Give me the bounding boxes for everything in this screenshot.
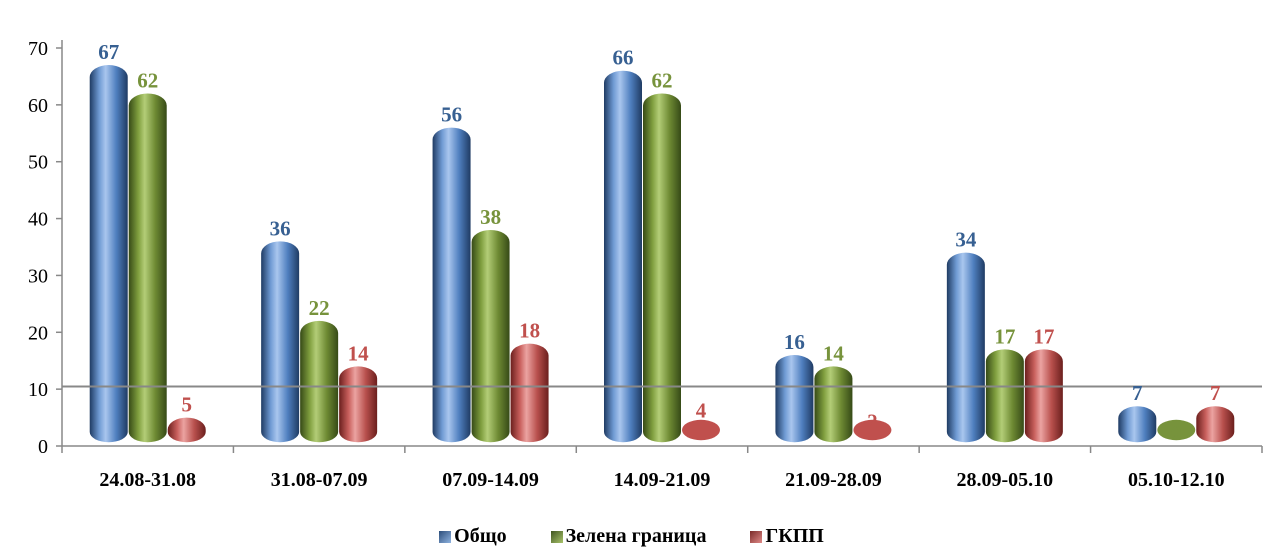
bar-body: [643, 93, 681, 443]
data-label: 14: [348, 341, 370, 365]
data-label: 4: [696, 398, 707, 422]
bar: [510, 343, 549, 443]
bar-body: [682, 419, 720, 441]
bar-body: [510, 343, 549, 443]
y-tick-label: 40: [28, 209, 48, 231]
bar: [985, 349, 1024, 443]
legend-label-checkpoint: ГКПП: [765, 524, 824, 547]
data-label: 2: [867, 410, 878, 434]
data-label: 22: [309, 296, 330, 320]
bar-body: [1157, 419, 1196, 441]
y-tick-label: 30: [28, 265, 48, 287]
bar: [261, 241, 300, 443]
bar: [432, 127, 471, 443]
bar-body: [432, 127, 471, 443]
bar: [339, 366, 378, 443]
bar: [682, 419, 720, 441]
data-label: 0: [1171, 421, 1182, 445]
data-labels: 67 62 5 36 22 14 56 38 18 66 62 4 16 14 2 34 17 17 7 0 7: [98, 40, 1220, 445]
bar-body: [261, 241, 300, 443]
bar: [167, 417, 206, 443]
y-tick-label: 10: [28, 379, 48, 401]
data-label: 38: [480, 205, 501, 229]
y-tick-label: 20: [28, 322, 48, 344]
bar-body: [300, 320, 339, 443]
x-tick-label: 07.09-14.09: [442, 469, 539, 491]
data-label: 34: [955, 228, 977, 252]
x-tick-label: 21.09-28.09: [785, 469, 882, 491]
bar: [471, 229, 510, 443]
x-tick-label: 14.09-21.09: [614, 469, 711, 491]
y-tick-label: 60: [28, 95, 48, 117]
bar-body: [1196, 406, 1235, 443]
bar-body: [471, 229, 510, 443]
bar: [89, 65, 128, 443]
data-label: 66: [613, 46, 634, 70]
data-label: 62: [652, 68, 673, 92]
legend-label-green-border: Зелена граница: [565, 524, 707, 547]
bar: [853, 419, 892, 441]
y-tick-label: 70: [28, 38, 48, 60]
bar: [946, 252, 985, 443]
bar-body: [814, 366, 853, 443]
data-label: 56: [441, 103, 462, 127]
legend-item-checkpoint: ГКПП: [750, 524, 824, 548]
data-label: 62: [137, 68, 158, 92]
x-axis: 24.08-31.08 31.08-07.09 07.09-14.09 14.09-2…: [61, 445, 1263, 491]
y-tick-label: 0: [38, 436, 48, 458]
legend: Общо Зелена граница ГКПП: [0, 524, 1263, 548]
bar: [1196, 406, 1235, 443]
x-tick-label: 28.09-05.10: [957, 469, 1054, 491]
bar-body: [1024, 349, 1063, 443]
y-tick-label: 50: [28, 152, 48, 174]
legend-item-total: Общо: [439, 524, 507, 548]
x-tick-label: 05.10-12.10: [1128, 469, 1225, 491]
bar-body: [128, 93, 167, 443]
bar-body: [339, 366, 378, 443]
data-label: 5: [181, 393, 192, 417]
data-label: 14: [823, 341, 845, 365]
bar-body: [89, 65, 128, 443]
bar-body: [1118, 406, 1157, 443]
bar: [775, 355, 814, 443]
data-label: 16: [784, 330, 805, 354]
bar: [300, 320, 339, 443]
legend-swatch-green-border: [550, 531, 563, 543]
bar-body: [946, 252, 985, 443]
data-label: 7: [1132, 381, 1143, 405]
bar-body: [775, 355, 814, 443]
legend-swatch-checkpoint: [750, 531, 763, 543]
data-label: 18: [519, 319, 540, 343]
bar: [643, 93, 681, 443]
bar: [128, 93, 167, 443]
bar: [1118, 406, 1157, 443]
data-label: 67: [98, 40, 119, 64]
legend-swatch-total: [439, 531, 452, 543]
bar-body: [985, 349, 1024, 443]
data-label: 17: [1033, 324, 1054, 348]
bar: [1157, 419, 1196, 441]
bar-body: [167, 417, 206, 443]
data-label: 36: [270, 216, 291, 240]
x-tick-label: 24.08-31.08: [99, 469, 196, 491]
bars: [89, 65, 1235, 443]
bar-body: [604, 70, 642, 443]
bar: [604, 70, 642, 443]
x-tick-label: 31.08-07.09: [271, 469, 368, 491]
legend-label-total: Общо: [454, 524, 507, 547]
bar-body: [853, 419, 892, 441]
legend-item-green-border: Зелена граница: [550, 524, 707, 548]
y-axis: 0 10 20 30 40 50 60 70: [28, 38, 63, 458]
data-label: 7: [1210, 381, 1221, 405]
bar: [814, 366, 853, 443]
bar: [1024, 349, 1063, 443]
data-label: 17: [994, 324, 1015, 348]
